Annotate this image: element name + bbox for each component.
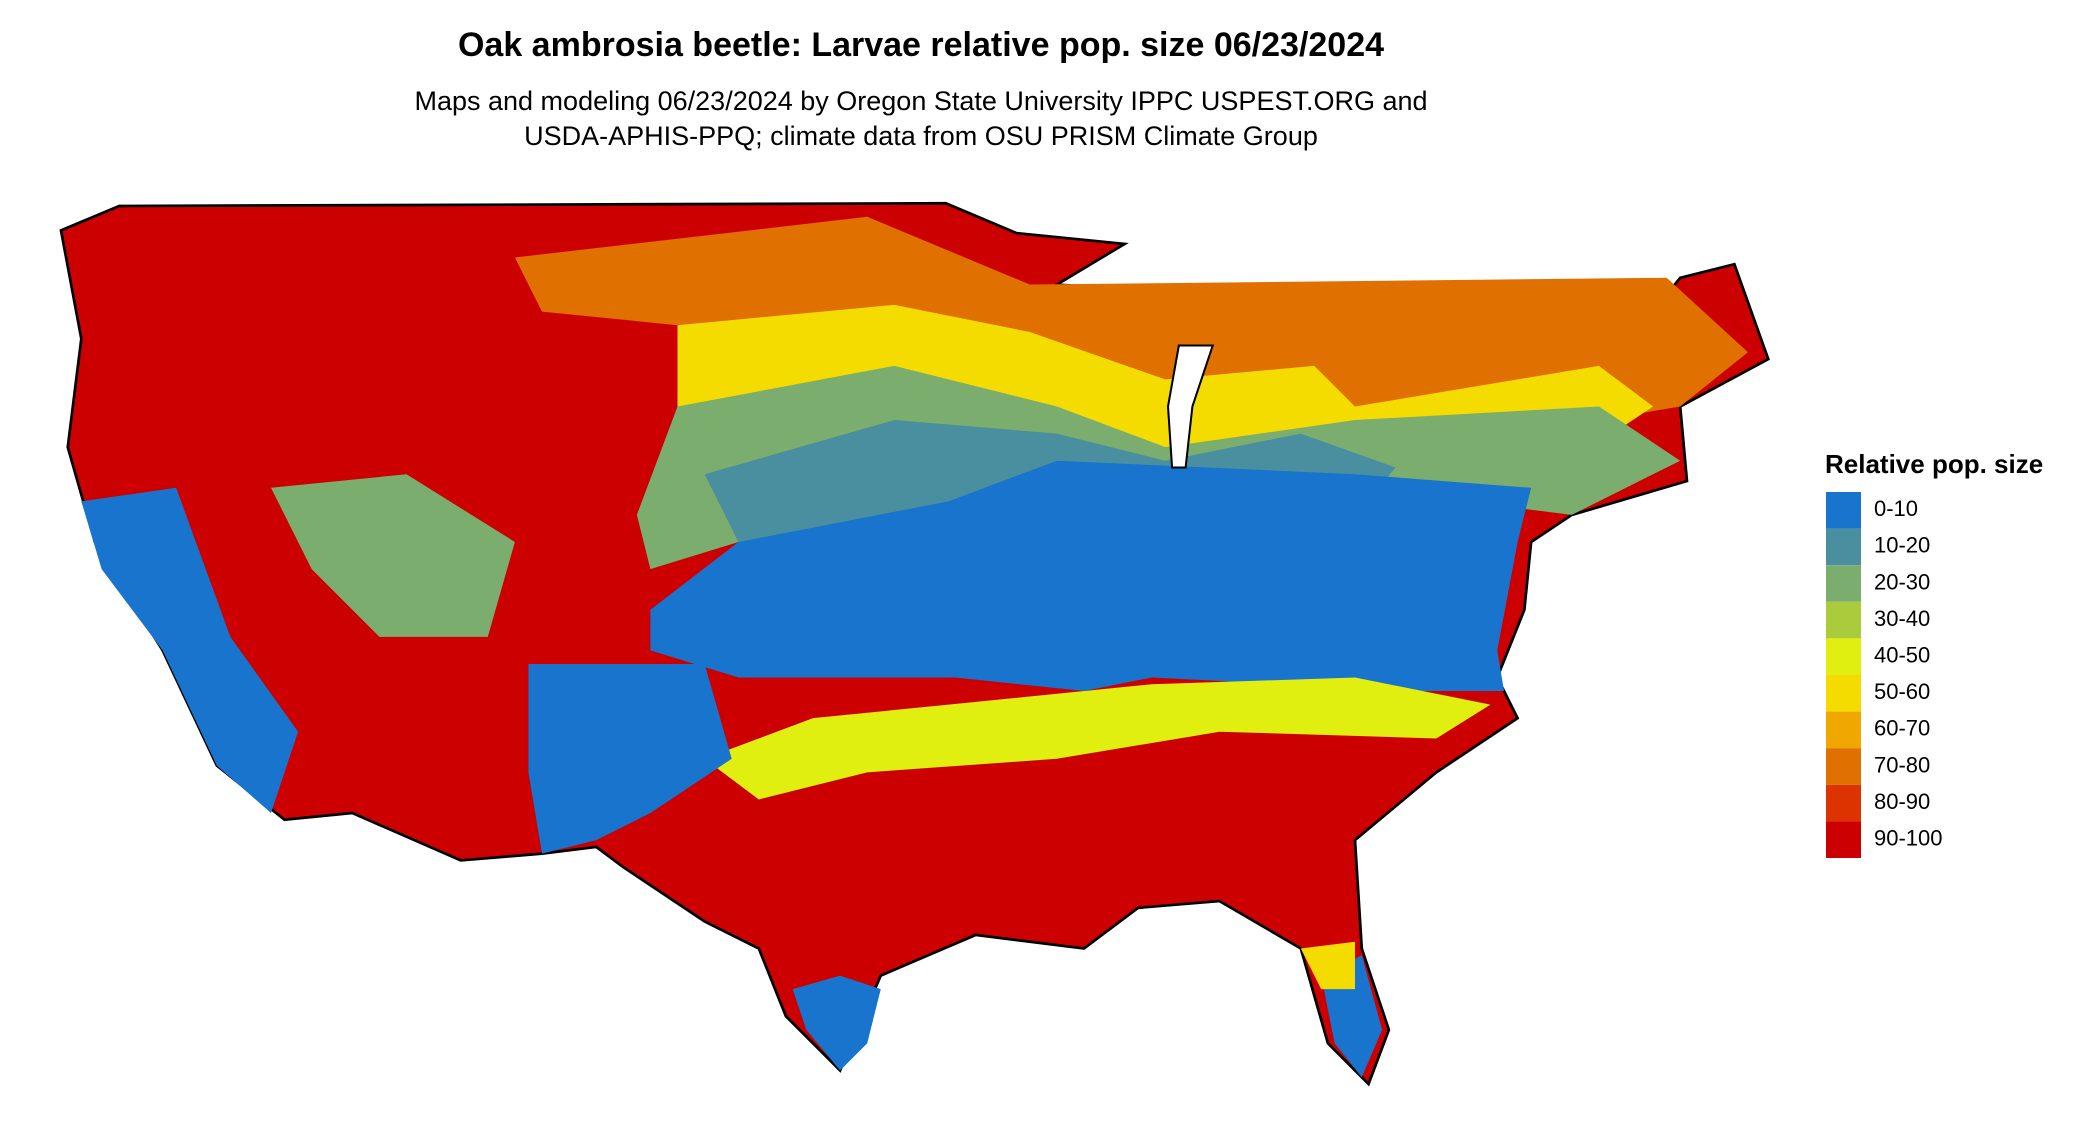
region-yellow-florida xyxy=(1300,941,1355,990)
legend-label: 40-50 xyxy=(1874,643,1930,668)
legend-title: Relative pop. size xyxy=(1825,449,2043,479)
legend-swatch xyxy=(1826,601,1861,639)
legend-swatch xyxy=(1826,748,1861,785)
legend-swatch xyxy=(1826,638,1861,675)
subtitle: USDA-APHIS-PPQ; climate data from OSU PR… xyxy=(524,121,1318,151)
subtitle: Maps and modeling 06/23/2024 by Oregon S… xyxy=(414,86,1427,116)
legend-label: 80-90 xyxy=(1874,789,1930,814)
region-blue-texas xyxy=(792,975,881,1071)
legend-label: 20-30 xyxy=(1874,569,1930,594)
legend-swatch xyxy=(1826,711,1861,749)
legend-label: 70-80 xyxy=(1874,752,1930,777)
map-title: Oak ambrosia beetle: Larvae relative pop… xyxy=(458,26,1384,64)
legend-label: 90-100 xyxy=(1874,826,1943,851)
legend-swatch xyxy=(1826,565,1861,602)
lake-michigan xyxy=(1166,344,1215,469)
region-blue xyxy=(650,460,1532,692)
legend-label: 50-60 xyxy=(1874,679,1930,704)
legend-swatch xyxy=(1826,821,1861,858)
legend-swatch xyxy=(1826,784,1861,822)
legend-label: 30-40 xyxy=(1874,606,1930,631)
legend-swatch xyxy=(1826,528,1861,566)
region-blue-west xyxy=(81,487,299,813)
us-map xyxy=(59,201,1770,1087)
legend-swatch xyxy=(1826,675,1861,712)
legend-label: 0-10 xyxy=(1874,496,1918,521)
legend-label: 10-20 xyxy=(1874,533,1930,558)
region-yellow-south xyxy=(704,677,1491,800)
legend-label: 60-70 xyxy=(1874,716,1930,741)
region-blue-southwest xyxy=(528,663,732,854)
legend: Relative pop. size 0-10 10-20 20-30 30-40 40… xyxy=(1825,449,2043,858)
region-green-great-basin xyxy=(271,474,515,637)
legend-swatch xyxy=(1826,492,1861,529)
